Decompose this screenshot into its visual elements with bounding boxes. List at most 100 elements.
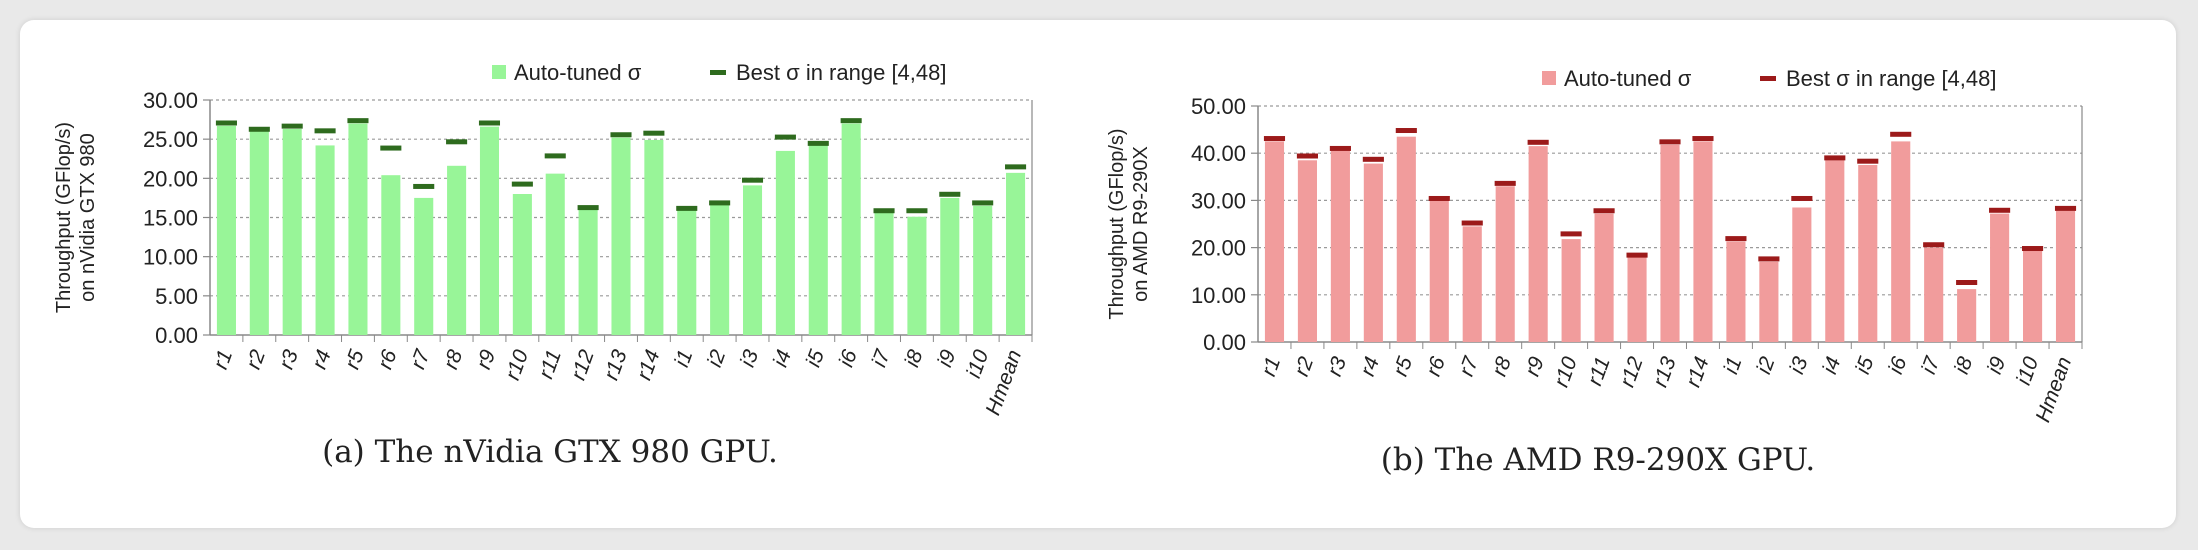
x-tick-label: i10 [962,347,993,382]
y-tick-label: 0.00 [155,323,198,348]
x-tick-label: i5 [1851,354,1878,378]
y-tick-label: 50.00 [1191,94,1246,119]
bar-r13 [611,137,631,335]
bar-i10 [2023,249,2043,342]
bar-r8 [1495,186,1515,342]
best-marker-i10 [2022,246,2044,252]
x-tick-label: r5 [341,347,369,373]
best-marker-r14 [1692,136,1714,142]
y-axis-title-line2: on AMD R9-290X [1130,146,1152,302]
best-marker-r11 [1593,208,1615,214]
best-marker-r12 [1626,252,1648,258]
figure-caption: (b) The AMD R9-290X GPU. [1381,442,1815,478]
bar-r2 [1297,160,1317,342]
x-tick-label: i7 [1917,353,1945,377]
y-tick-label: 10.00 [143,245,198,270]
x-tick-label: r3 [1323,354,1351,380]
best-marker-i4 [774,134,796,140]
bar-Hmean [2055,210,2076,342]
x-tick-label: i8 [900,347,927,371]
best-marker-r6 [1428,195,1450,201]
best-marker-i8 [906,208,928,214]
x-tick-label: i10 [2012,354,2043,389]
bar-r3 [1330,150,1350,342]
x-tick-label: r4 [1356,354,1384,379]
x-tick-label: r12 [1616,354,1648,391]
bar-Hmean [1006,172,1026,335]
x-tick-label: r14 [1682,354,1714,390]
figure-card [20,20,2176,528]
bar-r12 [578,209,598,335]
y-tick-label: 30.00 [1191,188,1246,213]
x-tick-label: r12 [567,347,599,384]
x-tick-label: i9 [1983,354,2010,378]
x-tick-label: i2 [1752,354,1779,378]
bar-i1 [677,209,697,335]
y-tick-label: 0.00 [1203,330,1246,355]
x-tick-label: r2 [1290,354,1318,380]
bar-i8 [1957,289,1977,342]
x-tick-label: r8 [439,347,467,373]
best-marker-r10 [511,181,533,187]
figure-caption: (a) The nVidia GTX 980 GPU. [322,434,778,470]
best-marker-r13 [1659,139,1681,145]
x-tick-label: r11 [534,347,565,382]
bar-r11 [1594,213,1614,342]
bar-i9 [1990,213,2010,342]
best-marker-r12 [577,205,599,211]
x-tick-label: i1 [670,347,697,370]
best-marker-r5 [347,118,369,124]
x-tick-label: r6 [1422,354,1450,380]
best-marker-i5 [807,140,829,146]
best-marker-r9 [478,120,501,126]
bar-r1 [1264,141,1285,342]
bar-i6 [1891,141,1911,342]
x-tick-label: r1 [1257,354,1285,379]
best-marker-r1 [215,120,237,126]
best-marker-i7 [1923,242,1945,248]
x-tick-label: i1 [1719,354,1746,377]
y-axis-title-line1: Throughput (GFlop/s) [1106,128,1128,319]
bar-r14 [1693,141,1713,342]
y-tick-label: 30.00 [143,88,198,113]
bar-r4 [1363,163,1383,342]
bar-i3 [1792,207,1812,342]
bar-i10 [973,205,993,335]
bar-r10 [1561,239,1581,342]
x-tick-label: i3 [1785,354,1812,378]
bar-r13 [1660,144,1680,342]
y-axis-title-line1: Throughput (GFlop/s) [53,122,75,313]
best-marker-i1 [676,205,698,211]
x-tick-label: r11 [1583,354,1614,389]
best-marker-i4 [1824,155,1846,161]
legend-label-best: Best σ in range [4,48] [1786,66,1996,91]
best-marker-Hmean [1005,164,1027,170]
chart-r9-290x: 0.00 10.00 20.00 30.00 40.00 50.00 Throughput … [1106,66,2083,478]
best-marker-r4 [314,128,336,134]
bar-r14 [644,139,664,335]
x-tick-label: r10 [501,347,533,384]
bar-i6 [841,123,861,335]
best-marker-r13 [610,132,632,138]
best-marker-i1 [1725,236,1747,242]
bar-i1 [1726,241,1746,342]
legend-label-best: Best σ in range [4,48] [736,60,946,85]
x-tick-label: i2 [703,347,730,371]
x-tick-label: r3 [275,347,303,373]
best-marker-r8 [446,139,468,145]
bar-i2 [1759,261,1779,342]
best-marker-r7 [1461,220,1483,226]
bar-r3 [282,128,302,335]
x-tick-label: i9 [933,347,960,371]
bar-i5 [1858,165,1878,342]
best-marker-r9 [1527,139,1549,145]
legend-swatch-best [1760,76,1776,81]
best-marker-r1 [1263,136,1286,142]
x-tick-label: i4 [769,347,796,370]
best-marker-i9 [1989,207,2011,213]
best-marker-r2 [1296,153,1318,159]
best-marker-r4 [1362,156,1384,162]
y-tick-label: 40.00 [1191,141,1246,166]
x-tick-label: r13 [1649,354,1681,391]
x-tick-label: r10 [1550,354,1582,391]
